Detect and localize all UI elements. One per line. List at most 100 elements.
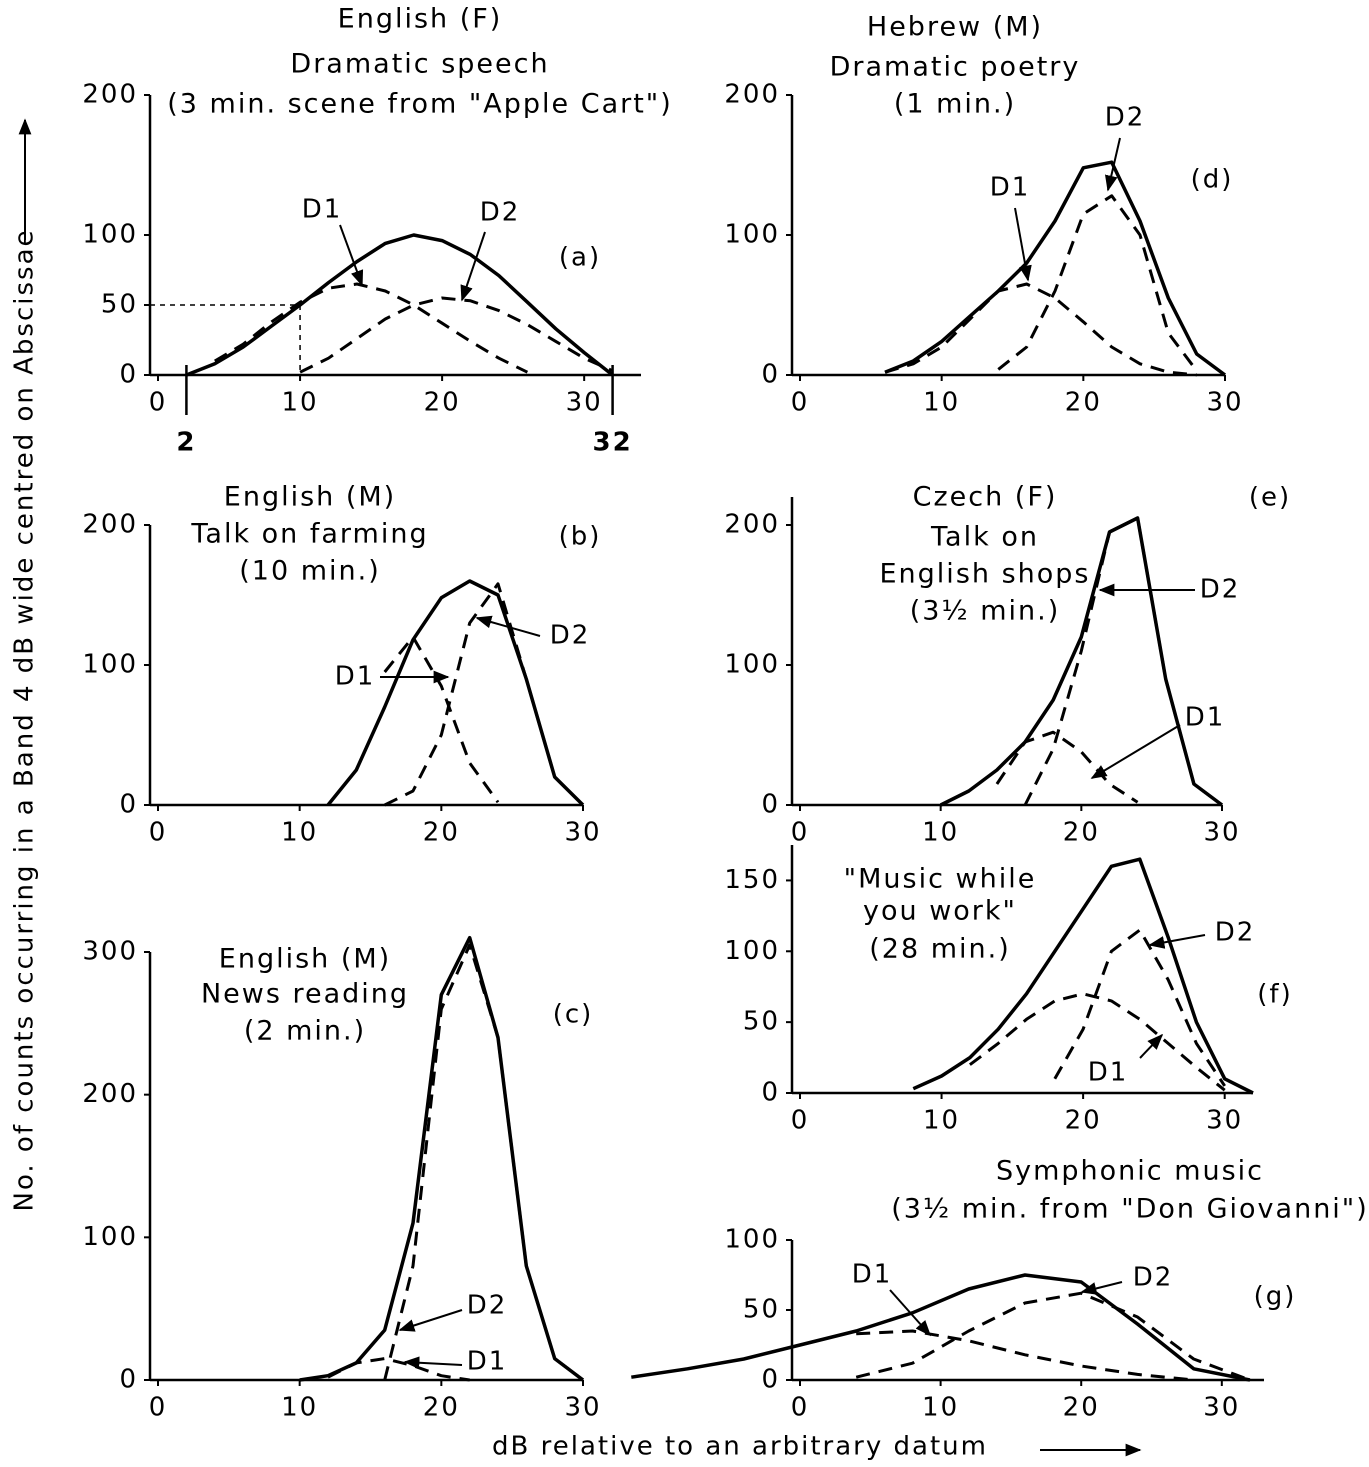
panel-title: Czech (F) bbox=[913, 482, 1058, 513]
x-tick-label: 30 bbox=[564, 1393, 601, 1423]
x-tick-label: 10 bbox=[923, 388, 960, 418]
series-label: D2 bbox=[1105, 103, 1146, 133]
x-tick-label: 20 bbox=[424, 388, 461, 418]
y-tick-label: 0 bbox=[761, 1365, 780, 1395]
x-tick-label: 0 bbox=[149, 818, 168, 848]
x-tick-label: 10 bbox=[922, 1393, 959, 1423]
y-tick-label: 0 bbox=[119, 1365, 138, 1395]
annotation-arrow bbox=[889, 1289, 932, 1337]
series-label: D2 bbox=[1215, 918, 1256, 948]
x-mark-label: 2 bbox=[176, 428, 196, 458]
y-tick-label: 200 bbox=[82, 1079, 138, 1109]
total-curve bbox=[326, 579, 585, 807]
series-label: D1 bbox=[990, 173, 1031, 203]
annotation-arrow bbox=[1105, 137, 1121, 192]
dashed-curve bbox=[383, 943, 584, 1382]
series-label: D1 bbox=[302, 195, 343, 225]
x-tick-label: 0 bbox=[791, 1393, 810, 1423]
y-tick-label: 100 bbox=[724, 650, 780, 680]
series-label: D1 bbox=[335, 662, 376, 692]
x-tick-label: 30 bbox=[1203, 1393, 1240, 1423]
dashed-curve bbox=[1053, 928, 1226, 1087]
panel-title: English (M) bbox=[224, 482, 396, 513]
x-tick-label: 0 bbox=[791, 818, 810, 848]
total-curve bbox=[912, 857, 1254, 1095]
x-tick-label: 20 bbox=[1065, 1106, 1102, 1136]
annotation-arrow bbox=[398, 1309, 463, 1332]
x-tick-label: 20 bbox=[1065, 388, 1102, 418]
panel-title: Talk on bbox=[930, 522, 1039, 553]
panel-title: (3 min. scene from "Apple Cart") bbox=[167, 89, 673, 120]
y-tick-label: 0 bbox=[761, 1078, 780, 1108]
x-mark-label: 32 bbox=[592, 428, 632, 458]
annotation-arrow bbox=[1139, 1033, 1164, 1059]
total-curve bbox=[884, 160, 1227, 377]
panel-label: (d) bbox=[1191, 165, 1234, 195]
y-tick-label: 50 bbox=[101, 290, 138, 320]
panel-title: (3½ min. from "Don Giovanni") bbox=[891, 1194, 1369, 1225]
series-label: D2 bbox=[1133, 1263, 1174, 1293]
x-tick-label: 10 bbox=[922, 818, 959, 848]
panel-title: "Music while bbox=[844, 864, 1037, 895]
y-tick-label: 300 bbox=[82, 937, 138, 967]
x-tick-label: 0 bbox=[791, 1106, 810, 1136]
dashed-curve bbox=[327, 1357, 470, 1382]
panel-title: (3½ min.) bbox=[910, 596, 1061, 627]
series-label: D2 bbox=[550, 621, 591, 651]
panel-label: (b) bbox=[559, 522, 602, 552]
x-tick-label: 20 bbox=[423, 1393, 460, 1423]
dashed-curve bbox=[856, 1329, 1194, 1382]
x-tick-label: 30 bbox=[566, 388, 603, 418]
panel-title: (28 min.) bbox=[869, 934, 1011, 965]
series-label: D1 bbox=[467, 1347, 508, 1377]
dashed-curve bbox=[384, 582, 585, 807]
panel-title: (10 min.) bbox=[239, 556, 381, 587]
panel-label: (g) bbox=[1254, 1282, 1297, 1312]
panel-title: Symphonic music bbox=[996, 1156, 1264, 1187]
x-tick-label: 0 bbox=[149, 388, 168, 418]
y-tick-label: 100 bbox=[82, 650, 138, 680]
y-tick-label: 200 bbox=[724, 510, 780, 540]
x-tick-label: 20 bbox=[1063, 1393, 1100, 1423]
x-tick-label: 10 bbox=[923, 1106, 960, 1136]
y-tick-label: 0 bbox=[119, 790, 138, 820]
panel-title: English shops bbox=[880, 559, 1091, 590]
total-curve bbox=[185, 233, 614, 377]
panel-title: you work" bbox=[863, 896, 1017, 927]
y-tick-label: 150 bbox=[724, 865, 780, 895]
panel-label: (e) bbox=[1249, 483, 1291, 513]
series-label: D1 bbox=[852, 1260, 893, 1290]
panel-title: (1 min.) bbox=[894, 89, 1016, 120]
panel-label: (f) bbox=[1257, 980, 1292, 1010]
y-tick-label: 0 bbox=[761, 790, 780, 820]
panel-label: (c) bbox=[553, 1000, 594, 1030]
annotation-arrow bbox=[1014, 207, 1032, 282]
panel-title: English (M) bbox=[219, 944, 391, 975]
y-tick-label: 100 bbox=[82, 220, 138, 250]
panel-title: Dramatic speech bbox=[290, 49, 549, 80]
total-curve bbox=[631, 1273, 1251, 1382]
x-tick-label: 30 bbox=[1206, 1106, 1243, 1136]
panel-title: News reading bbox=[201, 979, 409, 1010]
y-tick-label: 50 bbox=[743, 1295, 780, 1325]
dashed-curve bbox=[968, 992, 1226, 1092]
dashed-curve bbox=[884, 282, 1197, 377]
x-axis-label: dB relative to an arbitrary datum bbox=[492, 1432, 988, 1462]
annotation-arrow bbox=[1148, 934, 1206, 949]
y-tick-label: 100 bbox=[724, 220, 780, 250]
y-tick-label: 0 bbox=[761, 360, 780, 390]
annotation-arrow bbox=[403, 1356, 463, 1370]
dashed-curve bbox=[997, 194, 1198, 372]
dashed-curve bbox=[214, 282, 529, 374]
annotation-arrow bbox=[460, 231, 486, 302]
x-tick-label: 30 bbox=[1203, 818, 1240, 848]
dashed-curve bbox=[995, 730, 1139, 804]
series-label: D2 bbox=[480, 198, 521, 228]
y-tick-label: 200 bbox=[724, 80, 780, 110]
series-label: D2 bbox=[467, 1291, 508, 1321]
x-tick-label: 30 bbox=[1206, 388, 1243, 418]
x-tick-label: 20 bbox=[1063, 818, 1100, 848]
dashed-curve bbox=[1023, 516, 1223, 807]
x-tick-label: 0 bbox=[791, 388, 810, 418]
series-label: D1 bbox=[1185, 703, 1226, 733]
